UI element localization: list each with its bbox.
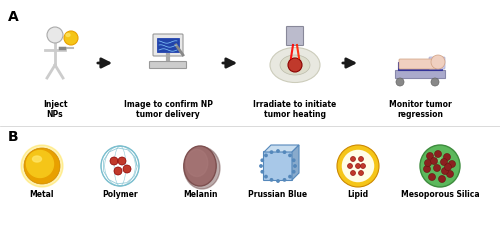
- Text: Melanin: Melanin: [183, 190, 217, 199]
- Circle shape: [277, 180, 279, 182]
- Text: Monitor tumor
regression: Monitor tumor regression: [388, 100, 452, 119]
- Polygon shape: [292, 145, 299, 180]
- Ellipse shape: [26, 150, 54, 178]
- Bar: [395, 70, 445, 78]
- Ellipse shape: [270, 48, 320, 83]
- Circle shape: [261, 171, 264, 173]
- Bar: [157, 38, 179, 52]
- Circle shape: [440, 159, 448, 165]
- Text: Metal: Metal: [30, 190, 54, 199]
- Circle shape: [442, 168, 448, 174]
- Circle shape: [350, 170, 356, 175]
- Circle shape: [270, 151, 272, 153]
- Circle shape: [430, 158, 438, 164]
- Circle shape: [431, 78, 439, 86]
- Circle shape: [428, 174, 436, 180]
- Text: Prussian Blue: Prussian Blue: [248, 190, 308, 199]
- Text: A: A: [8, 10, 19, 24]
- Circle shape: [358, 170, 364, 175]
- Circle shape: [123, 165, 131, 173]
- Circle shape: [434, 150, 442, 158]
- Ellipse shape: [280, 55, 310, 75]
- Ellipse shape: [184, 147, 220, 189]
- Circle shape: [284, 179, 286, 181]
- Text: B: B: [8, 130, 18, 144]
- Circle shape: [114, 167, 122, 175]
- Circle shape: [270, 179, 272, 181]
- Bar: [398, 62, 442, 70]
- Circle shape: [265, 154, 267, 157]
- Circle shape: [294, 165, 296, 167]
- Circle shape: [261, 159, 264, 161]
- Circle shape: [284, 151, 286, 153]
- Circle shape: [438, 175, 446, 183]
- Polygon shape: [264, 145, 299, 152]
- Circle shape: [434, 164, 440, 172]
- Circle shape: [444, 154, 450, 160]
- Circle shape: [64, 31, 78, 45]
- Circle shape: [344, 152, 372, 180]
- Text: Lipid: Lipid: [348, 190, 368, 199]
- Circle shape: [396, 78, 404, 86]
- Circle shape: [424, 165, 430, 173]
- Ellipse shape: [186, 149, 208, 177]
- Circle shape: [277, 150, 279, 152]
- FancyBboxPatch shape: [153, 34, 183, 56]
- Circle shape: [24, 148, 60, 184]
- Ellipse shape: [184, 146, 216, 186]
- Circle shape: [448, 160, 456, 168]
- Circle shape: [358, 157, 364, 162]
- Circle shape: [348, 164, 352, 169]
- Circle shape: [118, 157, 126, 165]
- Circle shape: [360, 164, 366, 169]
- FancyBboxPatch shape: [286, 26, 304, 45]
- Circle shape: [21, 145, 63, 187]
- Circle shape: [292, 159, 295, 161]
- Text: Polymer: Polymer: [102, 190, 138, 199]
- Circle shape: [265, 175, 267, 178]
- Text: Image to confirm NP
tumor delivery: Image to confirm NP tumor delivery: [124, 100, 212, 119]
- Circle shape: [356, 164, 360, 169]
- Text: Inject
NPs: Inject NPs: [43, 100, 67, 119]
- Text: Mesoporous Silica: Mesoporous Silica: [400, 190, 479, 199]
- Circle shape: [288, 58, 302, 72]
- FancyBboxPatch shape: [399, 59, 436, 69]
- Ellipse shape: [66, 34, 70, 36]
- Circle shape: [424, 159, 432, 167]
- Ellipse shape: [32, 156, 42, 162]
- Circle shape: [350, 157, 356, 162]
- Circle shape: [47, 27, 63, 43]
- Circle shape: [337, 145, 379, 187]
- Circle shape: [260, 165, 262, 167]
- Circle shape: [444, 164, 452, 170]
- Circle shape: [289, 154, 291, 157]
- FancyBboxPatch shape: [150, 61, 186, 69]
- Circle shape: [340, 148, 376, 184]
- FancyBboxPatch shape: [264, 152, 292, 180]
- Circle shape: [289, 175, 291, 178]
- Ellipse shape: [429, 154, 441, 162]
- Text: Irradiate to initiate
tumor heating: Irradiate to initiate tumor heating: [254, 100, 336, 119]
- Circle shape: [292, 171, 295, 173]
- Circle shape: [426, 153, 434, 159]
- Ellipse shape: [420, 145, 460, 187]
- Circle shape: [446, 170, 454, 178]
- Circle shape: [431, 55, 445, 69]
- FancyBboxPatch shape: [429, 57, 445, 69]
- Circle shape: [110, 157, 118, 165]
